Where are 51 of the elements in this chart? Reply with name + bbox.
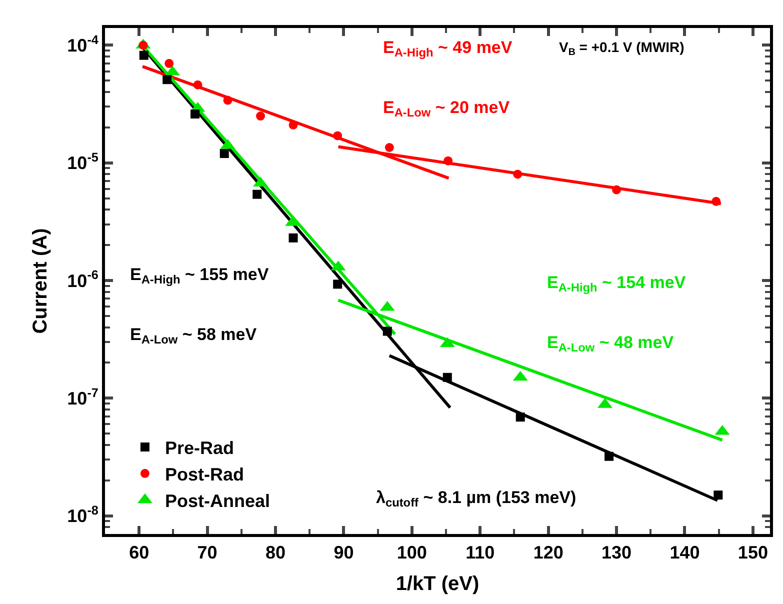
point [444,156,453,166]
y-tick-label: 10$^{-8}$ [67,504,98,526]
y-tick-label: 10$^{-5}$ [67,150,98,174]
point [333,280,342,289]
point [256,112,266,121]
legend-label: Post-Rad [164,464,244,484]
point [612,185,622,194]
annotation: E$_{A-High}$ ~ 155 meV [130,265,270,287]
point [712,196,721,206]
annotation: λ$_{cutoff}$ ~ 8.1 µm (153 meV) [376,488,576,510]
point [604,452,614,461]
annotation: V$_{B}$ = +0.1 V (MWIR) [559,39,684,58]
annotation: E$_{A-Low}$ ~ 48 meV [547,333,674,355]
x-tick-label: 70 [197,542,218,563]
annotation: E$_{A-High}$ ~ 154 meV [547,273,686,295]
x-tick-label: 100 [396,542,427,563]
y-tick-label: 10$^{-7}$ [67,386,98,408]
point [223,96,232,105]
point [190,110,200,119]
point [333,131,342,140]
y-axis-title: Current (A) [30,228,52,334]
point [714,490,723,500]
y-tick-label: 10$^{-4}$ [67,32,98,56]
annotation: E$_{A-Low}$ ~ 20 meV [383,98,510,120]
legend-label: Post-Anneal [164,490,270,511]
y-tick-label: 10$^{-6}$ [67,268,98,291]
point [164,58,174,68]
point [384,143,394,152]
point [162,75,172,84]
x-tick-label: 130 [602,542,632,563]
x-tick-label: 110 [466,542,495,563]
x-axis-title: 1/kT (eV) [396,573,480,596]
point [513,170,522,179]
annotation: E$_{A-Low}$ ~ 58 meV [130,325,258,347]
annotation: E$_{A-High}$ ~ 49 meV [383,38,513,60]
point [288,120,298,130]
x-tick-label: 60 [129,542,150,563]
x-tick-label: 80 [265,542,286,563]
x-tick-label: 150 [738,542,768,563]
x-tick-label: 90 [334,542,354,563]
point [382,326,392,336]
x-tick-label: 140 [670,542,700,563]
point [516,412,525,422]
point [442,372,452,382]
point [252,190,262,199]
point [220,149,229,158]
point [139,50,148,60]
x-tick-label: 120 [533,542,564,563]
point [288,233,298,242]
point [193,80,202,90]
legend-label: Pre-Rad [164,438,234,458]
